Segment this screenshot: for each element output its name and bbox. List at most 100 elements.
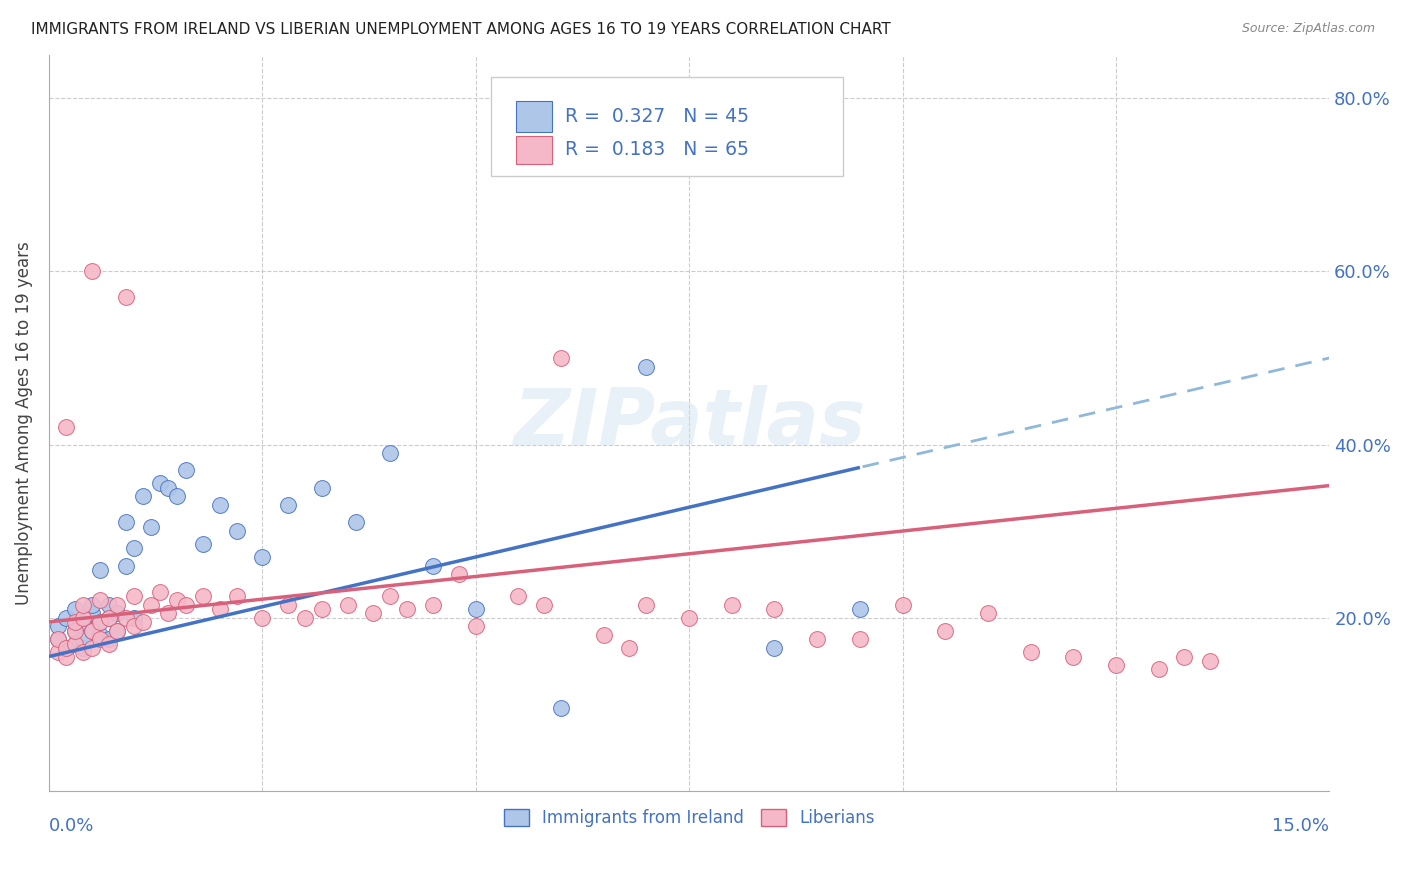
Point [166,490,188,504]
Point [89,632,111,647]
Text: ZIPatlas: ZIPatlas [513,384,865,461]
Point [1062,649,1084,664]
Point [363,606,385,620]
Point [80,598,103,612]
Text: Source: ZipAtlas.com: Source: ZipAtlas.com [1241,22,1375,36]
Text: R =  0.183   N = 65: R = 0.183 N = 65 [565,140,749,159]
Point [124,610,146,624]
Point [72,615,94,629]
Point [55,640,77,655]
Point [46,632,69,647]
Point [592,628,614,642]
Point [849,632,872,647]
Point [72,632,94,647]
Point [636,359,658,374]
Point [422,598,444,612]
Point [619,640,641,655]
Point [157,606,180,620]
Point [97,598,120,612]
Point [124,619,146,633]
Point [149,584,172,599]
Point [447,567,470,582]
Point [208,498,231,512]
Point [132,615,155,629]
Point [89,593,111,607]
Point [336,598,359,612]
Text: IMMIGRANTS FROM IRELAND VS LIBERIAN UNEMPLOYMENT AMONG AGES 16 TO 19 YEARS CORRE: IMMIGRANTS FROM IRELAND VS LIBERIAN UNEM… [31,22,890,37]
Point [550,701,572,715]
Point [311,602,333,616]
Point [63,636,86,650]
Point [80,640,103,655]
Point [191,589,214,603]
Point [55,610,77,624]
Point [97,610,120,624]
Point [89,628,111,642]
Point [114,290,136,304]
Point [277,598,299,612]
Point [97,610,120,624]
Point [252,549,274,564]
Point [277,498,299,512]
Point [97,636,120,650]
Point [114,558,136,573]
Point [1105,658,1128,673]
Point [80,624,103,638]
FancyBboxPatch shape [516,102,553,132]
Point [311,481,333,495]
Point [105,606,128,620]
Point [55,640,77,655]
Point [720,598,742,612]
Point [191,537,214,551]
Point [636,598,658,612]
Point [72,640,94,655]
Point [80,606,103,620]
Point [550,351,572,365]
Point [252,610,274,624]
FancyBboxPatch shape [491,78,842,177]
Point [166,593,188,607]
Point [149,476,172,491]
Legend: Immigrants from Ireland, Liberians: Immigrants from Ireland, Liberians [498,802,882,834]
Point [977,606,1000,620]
Point [380,446,402,460]
Point [141,598,163,612]
Point [208,602,231,616]
Point [105,624,128,638]
Point [934,624,956,638]
Point [157,481,180,495]
Point [174,463,197,477]
Point [97,632,120,647]
Point [1147,663,1170,677]
Point [124,541,146,556]
Point [132,490,155,504]
Point [105,624,128,638]
Point [1198,654,1220,668]
Point [72,645,94,659]
Point [422,558,444,573]
Point [141,519,163,533]
Point [1019,645,1042,659]
Point [46,632,69,647]
Text: 0.0%: 0.0% [49,817,94,835]
Point [55,420,77,434]
Point [464,619,486,633]
Point [72,598,94,612]
Point [1173,649,1195,664]
Point [89,563,111,577]
Point [533,598,555,612]
Point [46,619,69,633]
Point [763,602,786,616]
Point [63,624,86,638]
Point [294,610,316,624]
Point [63,615,86,629]
Point [380,589,402,603]
Point [55,649,77,664]
Text: 15.0%: 15.0% [1272,817,1329,835]
Point [464,602,486,616]
Point [763,640,786,655]
FancyBboxPatch shape [516,136,553,164]
Point [63,602,86,616]
Point [891,598,914,612]
Point [124,589,146,603]
